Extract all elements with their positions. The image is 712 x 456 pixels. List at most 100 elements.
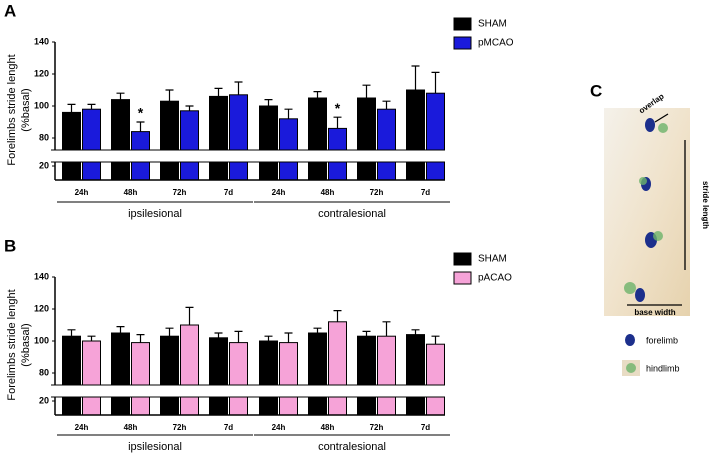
y-axis-label: Forelimbs stride lenght <box>6 289 18 400</box>
error-bar <box>313 91 322 98</box>
x-tick-label: 48h <box>321 188 335 197</box>
y-tick-label: 20 <box>39 160 49 170</box>
bar <box>160 335 179 416</box>
y-tick-label: 140 <box>34 36 49 46</box>
bar <box>62 111 81 181</box>
bar <box>406 89 425 181</box>
error-bar <box>185 306 194 325</box>
bar <box>279 342 298 416</box>
x-tick-label: 7d <box>421 423 430 432</box>
error-bar <box>67 103 76 113</box>
axis-break <box>51 150 449 162</box>
bar <box>259 340 278 416</box>
bar <box>209 95 228 181</box>
y-tick-label: 140 <box>34 271 49 281</box>
bar <box>328 321 347 416</box>
error-bar <box>264 99 273 106</box>
paw-print-photo <box>604 108 690 316</box>
bar <box>406 334 425 416</box>
x-tick-label: 48h <box>124 423 138 432</box>
error-bar <box>382 321 391 337</box>
error-bar <box>165 89 174 102</box>
error-bar <box>234 330 243 343</box>
bar <box>160 100 179 181</box>
legend-label: pMCAO <box>478 38 514 49</box>
legend-label: pACAO <box>478 273 512 284</box>
legend-swatch <box>453 252 472 266</box>
error-bar <box>136 121 145 132</box>
legend-swatch <box>453 17 472 31</box>
error-bar <box>284 332 293 343</box>
x-tick-label: 72h <box>173 188 187 197</box>
error-bar <box>165 327 174 337</box>
panel-label: A <box>4 1 16 20</box>
error-bar <box>411 65 420 90</box>
paw-prints <box>624 118 668 302</box>
y-tick-label: 80 <box>39 367 49 377</box>
x-tick-label: 24h <box>272 188 286 197</box>
panel-c: C overlap stride length base width forel… <box>590 81 710 376</box>
error-bar <box>411 329 420 335</box>
error-bar <box>116 326 125 333</box>
x-tick-label: 24h <box>75 423 89 432</box>
significance-marker: * <box>335 100 341 116</box>
y-axis-label: Forelimbs stride lenght <box>6 54 18 165</box>
bar <box>229 342 248 416</box>
bar <box>426 92 445 181</box>
error-bar <box>214 87 223 97</box>
x-tick-label: 72h <box>370 423 384 432</box>
axis-break <box>51 385 449 397</box>
measure-arrows <box>627 113 686 306</box>
bar <box>308 332 327 416</box>
error-bar <box>136 334 145 343</box>
error-bar <box>362 330 371 337</box>
x-tick-label: 7d <box>224 188 233 197</box>
group-label: contralesional <box>318 208 386 220</box>
y-tick-label: 100 <box>34 335 49 345</box>
error-bar <box>264 335 273 341</box>
panel-label: B <box>4 236 16 255</box>
bar <box>377 335 396 416</box>
bar <box>180 110 199 181</box>
panel-label: C <box>590 81 602 100</box>
group-label: ipsilesional <box>128 208 182 220</box>
legend-swatch <box>626 363 636 373</box>
x-tick-label: 24h <box>272 423 286 432</box>
bar <box>82 340 101 416</box>
error-bar <box>87 335 96 341</box>
legend-label: hindlimb <box>646 363 680 373</box>
x-tick-label: 48h <box>321 423 335 432</box>
bar <box>62 335 81 416</box>
legend-label: forelimb <box>646 335 678 345</box>
error-bar <box>431 335 440 345</box>
bar <box>357 335 376 416</box>
legend-label: SHAM <box>478 254 507 265</box>
error-bar <box>67 329 76 337</box>
error-bar <box>234 81 243 95</box>
y-axis-label: (%basal) <box>20 323 32 366</box>
y-tick-label: 120 <box>34 303 49 313</box>
significance-marker: * <box>138 105 144 121</box>
y-axis-label: (%basal) <box>20 88 32 131</box>
y-tick-label: 80 <box>39 132 49 142</box>
bar <box>111 99 130 181</box>
annotation: base width <box>634 308 675 317</box>
group-label: contralesional <box>318 441 386 453</box>
bar <box>111 332 130 416</box>
x-tick-label: 7d <box>224 423 233 432</box>
y-tick-label: 120 <box>34 68 49 78</box>
error-bar <box>185 105 194 111</box>
bar <box>209 337 228 416</box>
bar <box>426 343 445 416</box>
bar <box>308 97 327 181</box>
bar <box>279 118 298 181</box>
x-tick-label: 72h <box>173 423 187 432</box>
error-bar <box>87 103 96 110</box>
error-bar <box>333 116 342 129</box>
bar <box>229 94 248 181</box>
bar <box>180 324 199 416</box>
bar <box>377 108 396 181</box>
error-bar <box>431 71 440 94</box>
x-tick-label: 24h <box>75 188 89 197</box>
